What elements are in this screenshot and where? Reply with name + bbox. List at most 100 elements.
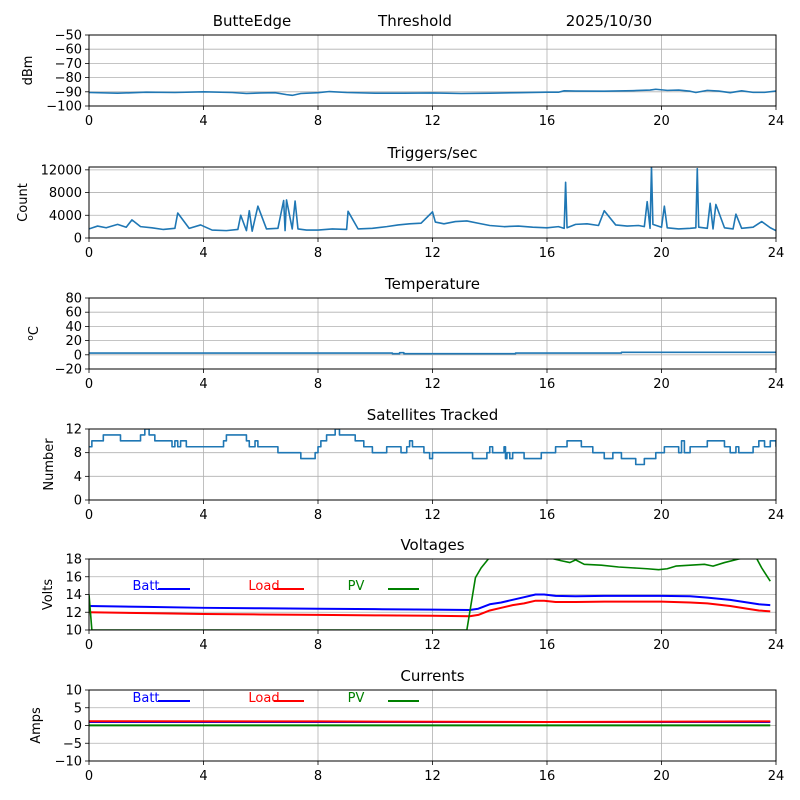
x-tick-label: 16 xyxy=(539,508,556,523)
x-tick-label: 4 xyxy=(199,769,207,784)
y-tick-label: 0 xyxy=(74,232,82,247)
y-axis-label: dBm xyxy=(21,56,36,86)
y-tick-label: 0 xyxy=(74,494,82,509)
x-tick-label: 0 xyxy=(85,508,93,523)
y-tick-label: 12000 xyxy=(41,163,82,178)
x-tick-label: 8 xyxy=(314,769,322,784)
y-tick-label: 20 xyxy=(65,334,82,349)
x-tick-label: 20 xyxy=(653,114,670,129)
y-tick-label: 0 xyxy=(74,719,82,734)
mode-label: Threshold xyxy=(377,12,452,30)
x-tick-label: 16 xyxy=(539,638,556,653)
legend-label-pv: PV xyxy=(348,691,365,706)
legend-label-load: Load xyxy=(248,691,279,706)
x-tick-label: 0 xyxy=(85,114,93,129)
legend-label-load: Load xyxy=(248,579,279,594)
x-tick-label: 16 xyxy=(539,114,556,129)
y-tick-label: −80 xyxy=(55,71,82,86)
y-tick-label: 12 xyxy=(65,423,82,438)
series-line-batt xyxy=(89,593,771,612)
x-tick-label: 20 xyxy=(653,508,670,523)
y-tick-label: −70 xyxy=(55,57,82,72)
y-tick-label: 4000 xyxy=(49,209,82,224)
y-tick-label: 14 xyxy=(65,588,82,603)
x-tick-label: 4 xyxy=(199,377,207,392)
x-tick-label: 12 xyxy=(424,246,441,261)
series-line-load xyxy=(89,720,771,723)
series-line-load xyxy=(89,599,771,618)
x-tick-label: 16 xyxy=(539,769,556,784)
y-axis-label: Number xyxy=(42,438,57,491)
y-tick-label: −10 xyxy=(55,755,82,770)
y-tick-label: 80 xyxy=(65,292,82,307)
x-tick-label: 20 xyxy=(653,246,670,261)
x-tick-label: 12 xyxy=(424,114,441,129)
x-tick-label: 24 xyxy=(768,638,785,653)
series-line-satellites xyxy=(89,429,776,466)
y-tick-label: −20 xyxy=(55,363,82,378)
y-tick-label: 0 xyxy=(74,348,82,363)
series-group xyxy=(89,351,776,355)
y-tick-label: 16 xyxy=(65,570,82,585)
x-tick-label: 16 xyxy=(539,246,556,261)
x-tick-label: 12 xyxy=(424,638,441,653)
y-axis-label: Count xyxy=(16,183,31,222)
x-tick-label: 4 xyxy=(199,114,207,129)
x-tick-label: 0 xyxy=(85,769,93,784)
x-tick-label: 0 xyxy=(85,246,93,261)
series-group xyxy=(89,167,776,232)
series-line-pv xyxy=(89,559,771,630)
x-tick-label: 16 xyxy=(539,377,556,392)
y-tick-label: 12 xyxy=(65,606,82,621)
station-name: ButteEdge xyxy=(213,12,292,30)
legend-label-batt: Batt xyxy=(132,691,159,706)
x-tick-label: 24 xyxy=(768,246,785,261)
y-axis-label: Volts xyxy=(41,579,56,611)
x-tick-label: 0 xyxy=(85,638,93,653)
series-line-signal xyxy=(89,88,776,97)
x-tick-label: 12 xyxy=(424,508,441,523)
panel-signal: 0 4 8 12 16 20 24 −100−90−80−70−60−50 dBm xyxy=(21,29,784,130)
panel-currents: 0 4 8 12 16 20 24 −10 −5 0 5 10 Currents Amps Batt Load… xyxy=(29,667,784,784)
y-tick-label: 10 xyxy=(65,624,82,639)
x-tick-label: 20 xyxy=(653,769,670,784)
panel-title: Triggers/sec xyxy=(387,144,478,162)
series-line-temperature xyxy=(89,351,776,355)
series-line-triggers xyxy=(89,167,776,232)
y-tick-label: 4 xyxy=(74,470,82,485)
legend-label-batt: Batt xyxy=(132,579,159,594)
y-tick-label: −50 xyxy=(55,29,82,44)
panel-satellites: 0 4 8 12 16 20 24 0 4 8 12 Satellites Tracked Number xyxy=(42,406,784,523)
series-group xyxy=(89,429,776,466)
panel-voltages: 0 4 8 12 16 20 24 10 12 14 16 18 Voltages Volts Batt Lo… xyxy=(41,536,784,653)
y-tick-label: 18 xyxy=(65,553,82,568)
x-tick-label: 4 xyxy=(199,246,207,261)
series-group xyxy=(89,559,771,630)
x-tick-label: 24 xyxy=(768,769,785,784)
y-axis-label: oC xyxy=(26,326,42,341)
y-tick-label: 8000 xyxy=(49,186,82,201)
x-tick-label: 24 xyxy=(768,114,785,129)
y-tick-label: −60 xyxy=(55,43,82,58)
x-tick-label: 8 xyxy=(314,377,322,392)
y-tick-label: −100 xyxy=(46,100,82,115)
y-tick-label: 40 xyxy=(65,320,82,335)
panel-triggers: 0 4 8 12 16 20 24 0 4000 8000 12000 Triggers/sec Cou… xyxy=(16,144,784,261)
y-tick-label: −90 xyxy=(55,85,82,100)
x-tick-label: 8 xyxy=(314,246,322,261)
date-label: 2025/10/30 xyxy=(566,12,652,30)
series-group xyxy=(89,720,771,727)
legend-label-pv: PV xyxy=(348,579,365,594)
panel-title: Currents xyxy=(400,667,464,685)
y-tick-label: 5 xyxy=(74,701,82,716)
y-tick-label: 10 xyxy=(65,684,82,699)
x-tick-label: 20 xyxy=(653,638,670,653)
y-tick-label: 60 xyxy=(65,306,82,321)
y-tick-label: −5 xyxy=(63,737,82,752)
x-tick-label: 24 xyxy=(768,508,785,523)
y-tick-label: 8 xyxy=(74,446,82,461)
x-tick-label: 8 xyxy=(314,638,322,653)
